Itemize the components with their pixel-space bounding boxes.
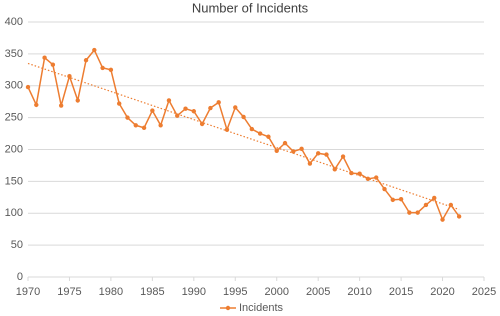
point	[382, 186, 387, 192]
point	[67, 73, 72, 79]
trendline	[27, 62, 460, 211]
point	[257, 131, 263, 136]
point	[58, 103, 64, 108]
point	[274, 148, 279, 153]
point	[141, 125, 147, 131]
x-tick-label: 2020	[430, 286, 454, 298]
point	[183, 106, 188, 111]
y-tick-label: 0	[17, 271, 23, 283]
series-line	[27, 48, 460, 222]
x-tick-label: 2025	[472, 286, 496, 298]
point	[216, 100, 221, 105]
point	[349, 170, 354, 176]
y-tick-label: 50	[11, 239, 23, 251]
point	[440, 217, 445, 222]
chart-title: Number of Incidents	[192, 0, 309, 15]
point	[340, 154, 346, 159]
point	[390, 197, 395, 203]
point	[233, 105, 238, 110]
x-tick-label: 2005	[306, 286, 330, 298]
point	[448, 202, 454, 208]
point	[241, 114, 246, 120]
point	[249, 126, 255, 132]
point	[415, 210, 420, 215]
point	[175, 113, 180, 118]
point	[166, 98, 172, 103]
x-tick-label: 2015	[389, 286, 413, 298]
point	[291, 149, 296, 154]
point	[208, 105, 213, 111]
point	[357, 171, 362, 176]
point	[266, 134, 271, 139]
point	[199, 121, 205, 127]
point	[423, 202, 429, 208]
point	[224, 127, 230, 132]
x-tick-label: 1995	[223, 286, 247, 298]
point	[365, 176, 371, 182]
point	[83, 58, 89, 63]
point	[315, 151, 321, 156]
point	[100, 65, 105, 71]
point	[42, 55, 47, 60]
point	[324, 152, 329, 157]
point	[34, 102, 39, 108]
point	[332, 167, 337, 172]
x-tick-label: 2000	[264, 286, 288, 298]
x-tick-label: 1980	[99, 286, 123, 298]
x-tick-label: 1975	[57, 286, 81, 298]
x-tick-label: 2010	[347, 286, 371, 298]
point	[191, 109, 197, 114]
point	[75, 98, 80, 103]
point	[133, 123, 138, 128]
point	[158, 123, 163, 128]
x-tick-label: 1970	[16, 286, 40, 298]
point	[307, 161, 313, 166]
point	[108, 67, 114, 73]
point	[25, 84, 31, 90]
point	[299, 146, 304, 152]
y-tick-label: 100	[5, 207, 23, 219]
point	[282, 140, 288, 146]
point	[50, 62, 56, 67]
point	[407, 210, 412, 215]
point	[456, 214, 462, 219]
legend-marker	[225, 305, 231, 311]
point	[374, 175, 379, 180]
y-tick-label: 400	[5, 16, 23, 28]
y-tick-label: 350	[5, 48, 23, 60]
y-tick-label: 250	[5, 112, 23, 124]
point	[92, 47, 97, 53]
y-tick-label: 150	[5, 175, 23, 187]
y-tick-label: 300	[5, 80, 23, 92]
x-tick-label: 1985	[140, 286, 164, 298]
point	[117, 101, 122, 106]
point	[125, 115, 130, 120]
legend-label: Incidents	[239, 302, 284, 314]
point	[398, 197, 404, 202]
point	[150, 108, 155, 113]
x-tick-label: 1990	[182, 286, 206, 298]
point	[432, 195, 437, 201]
y-tick-label: 200	[5, 143, 23, 155]
